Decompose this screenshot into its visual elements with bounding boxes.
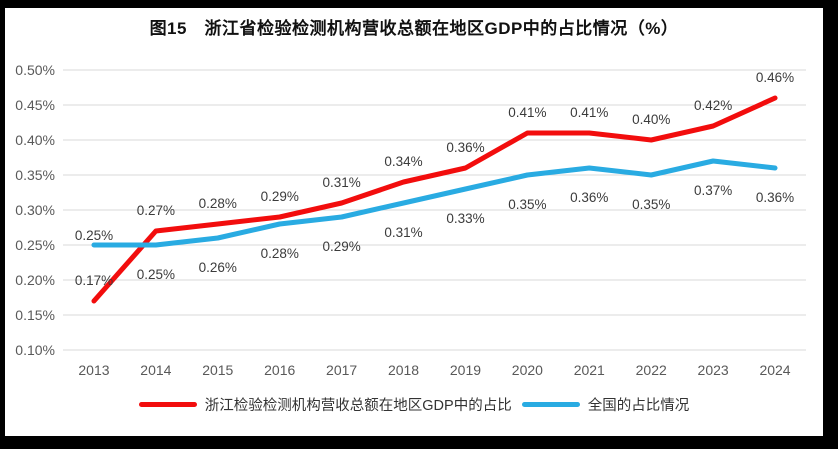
data-label: 0.26%: [199, 260, 237, 275]
y-tick-label: 0.40%: [15, 132, 55, 148]
legend-swatch-red-line: [138, 402, 197, 407]
x-tick-label: 2020: [512, 362, 543, 378]
y-tick-label: 0.45%: [15, 97, 55, 113]
data-label: 0.35%: [508, 197, 546, 212]
data-label: 0.36%: [570, 190, 608, 205]
data-label: 0.25%: [137, 267, 175, 282]
y-tick-label: 0.25%: [15, 237, 55, 253]
legend-item-zhejiang: 浙江检验检测机构营收总额在地区GDP中的占比: [138, 394, 512, 415]
chart-legend: 浙江检验检测机构营收总额在地区GDP中的占比 全国的占比情况: [5, 394, 823, 415]
series-line-1: [91, 158, 778, 248]
x-tick-label: 2018: [388, 362, 419, 378]
legend-label-national: 全国的占比情况: [587, 398, 690, 414]
data-label: 0.29%: [322, 239, 360, 254]
series-line-0: [91, 95, 778, 304]
data-label: 0.41%: [508, 105, 546, 120]
chart-plot: 0.50% 0.45% 0.40% 0.35% 0.30% 0.25% 0.20% 0.15%…: [15, 62, 806, 378]
y-tick-label: 0.20%: [15, 272, 55, 288]
data-label: 0.35%: [632, 197, 670, 212]
data-label: 0.37%: [694, 183, 732, 198]
legend-swatch-blue-line: [521, 402, 580, 407]
chart-title: 图15 浙江省检验检测机构营收总额在地区GDP中的占比情况（%）: [149, 19, 679, 38]
x-tick-label: 2019: [450, 362, 481, 378]
data-label: 0.28%: [261, 246, 299, 261]
x-tick-label: 2016: [264, 362, 295, 378]
y-tick-label: 0.35%: [15, 167, 55, 183]
data-label: 0.28%: [199, 196, 237, 211]
data-label: 0.36%: [446, 140, 484, 155]
y-tick-label: 0.30%: [15, 202, 55, 218]
x-tick-label: 2023: [698, 362, 729, 378]
x-tick-label: 2013: [78, 362, 109, 378]
data-label: 0.41%: [570, 105, 608, 120]
x-tick-label: 2024: [759, 362, 790, 378]
x-tick-label: 2021: [574, 362, 605, 378]
data-label: 0.42%: [694, 98, 732, 113]
y-tick-label: 0.10%: [15, 342, 55, 358]
data-label: 0.17%: [75, 273, 113, 288]
x-tick-label: 2022: [636, 362, 667, 378]
legend-item-national: 全国的占比情况: [521, 394, 690, 415]
data-label: 0.36%: [756, 190, 794, 205]
y-tick-label: 0.50%: [15, 62, 55, 78]
y-tick-label: 0.15%: [15, 307, 55, 323]
data-label: 0.27%: [137, 203, 175, 218]
x-tick-label: 2014: [140, 362, 171, 378]
data-label: 0.25%: [75, 228, 113, 243]
data-label: 0.40%: [632, 112, 670, 127]
data-label: 0.46%: [756, 70, 794, 85]
data-label: 0.34%: [384, 154, 422, 169]
x-tick-label: 2017: [326, 362, 357, 378]
data-label: 0.33%: [446, 211, 484, 226]
data-label: 0.31%: [384, 225, 422, 240]
data-label: 0.29%: [261, 189, 299, 204]
x-tick-label: 2015: [202, 362, 233, 378]
legend-label-zhejiang: 浙江检验检测机构营收总额在地区GDP中的占比: [204, 398, 512, 414]
data-label: 0.31%: [322, 175, 360, 190]
